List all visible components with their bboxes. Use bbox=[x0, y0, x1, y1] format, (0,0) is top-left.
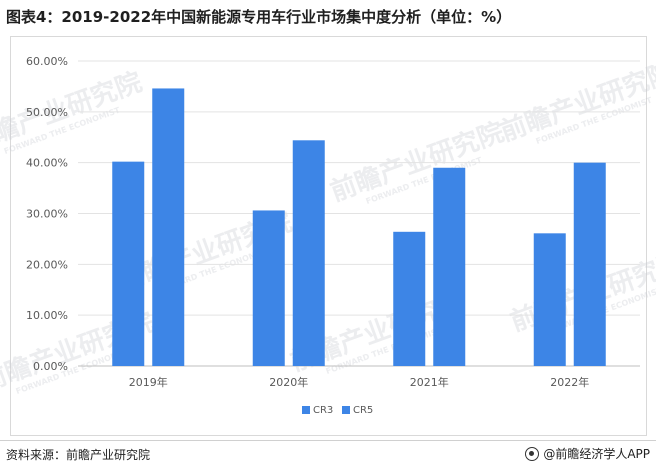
legend-swatch bbox=[342, 406, 350, 414]
bar-cr3-2 bbox=[393, 231, 426, 366]
bar-cr5-3 bbox=[573, 162, 606, 366]
y-tick-label: 0.00% bbox=[33, 360, 68, 373]
y-tick-label: 30.00% bbox=[26, 208, 68, 221]
bar-cr3-3 bbox=[533, 233, 566, 366]
y-tick-label: 40.00% bbox=[26, 157, 68, 170]
legend-label: CR3 bbox=[313, 405, 333, 416]
source-note: 资料来源：前瞻产业研究院 bbox=[6, 448, 151, 462]
bar-cr3-0 bbox=[112, 161, 145, 366]
x-tick-label: 2022年 bbox=[550, 375, 589, 389]
bar-cr5-0 bbox=[152, 88, 185, 366]
chart-title: 图表4：2019-2022年中国新能源专用车行业市场集中度分析（单位：%） bbox=[6, 8, 512, 26]
x-tick-label: 2021年 bbox=[410, 375, 449, 389]
legend-swatch bbox=[302, 406, 310, 414]
footer: 资料来源：前瞻产业研究院 @前瞻经济学人APP bbox=[0, 440, 656, 473]
bar-cr5-2 bbox=[433, 167, 466, 366]
brand-label: @前瞻经济学人APP bbox=[543, 447, 650, 461]
y-tick-label: 50.00% bbox=[26, 106, 68, 119]
x-axis-ticks: 2019年 2020年 2021年 2022年 bbox=[129, 375, 590, 389]
y-axis-ticks: 0.00% 10.00% 20.00% 30.00% 40.00% 50.00% 60.00… bbox=[26, 55, 68, 373]
bar-cr5-1 bbox=[292, 140, 325, 366]
brand-credit: @前瞻经济学人APP bbox=[525, 445, 650, 462]
y-tick-label: 10.00% bbox=[26, 309, 68, 322]
legend-label: CR5 bbox=[353, 405, 373, 416]
y-tick-label: 20.00% bbox=[26, 258, 68, 271]
chart-legend: CR3 CR5 bbox=[302, 405, 373, 416]
chart-bars bbox=[112, 88, 606, 366]
x-tick-label: 2020年 bbox=[269, 375, 308, 389]
chart-frame bbox=[10, 36, 647, 436]
brand-logo-icon bbox=[525, 446, 540, 461]
bar-cr3-1 bbox=[252, 210, 285, 366]
x-tick-label: 2019年 bbox=[129, 375, 168, 389]
y-tick-label: 60.00% bbox=[26, 55, 68, 68]
